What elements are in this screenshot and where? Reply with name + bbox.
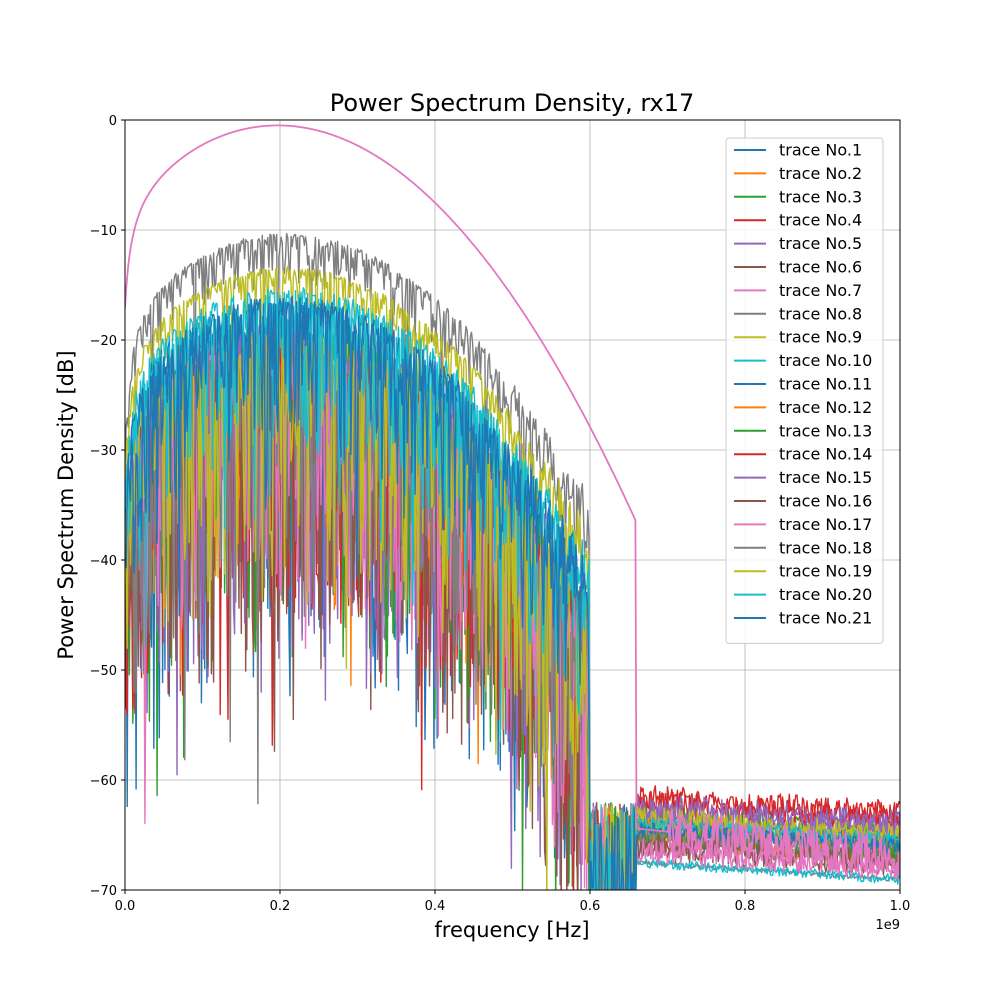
- y-tick-label: −70: [90, 884, 117, 899]
- x-tick-label: 0.8: [735, 899, 756, 914]
- legend-label: trace No.21: [779, 609, 872, 628]
- legend-label: trace No.9: [779, 328, 862, 347]
- legend-label: trace No.20: [779, 585, 872, 604]
- legend-label: trace No.6: [779, 258, 862, 277]
- y-tick-label: −60: [90, 774, 117, 789]
- y-tick-label: 0: [109, 114, 117, 129]
- legend-label: trace No.5: [779, 234, 862, 253]
- x-tick-label: 1.0: [890, 899, 911, 914]
- x-tick-label: 0.6: [580, 899, 601, 914]
- x-axis-label: frequency [Hz]: [434, 918, 589, 942]
- legend-label: trace No.12: [779, 398, 872, 417]
- x-tick-label: 0.2: [270, 899, 291, 914]
- legend-box: [725, 137, 884, 644]
- y-tick-label: −40: [90, 554, 117, 569]
- y-axis-label: Power Spectrum Density [dB]: [54, 350, 78, 659]
- ticks: 0.0 0.2 0.4 0.6 0.8 1.0 0 −10 −20 −30 −40 −50 −60 −70: [90, 114, 911, 914]
- legend-label: trace No.2: [779, 164, 862, 183]
- legend-label: trace No.1: [779, 141, 862, 160]
- y-tick-label: −50: [90, 664, 117, 679]
- x-tick-label: 0.0: [115, 899, 136, 914]
- legend-label: trace No.16: [779, 492, 872, 511]
- legend-label: trace No.7: [779, 281, 862, 300]
- plot-frame: [124, 119, 901, 891]
- legend-label: trace No.3: [779, 187, 862, 206]
- legend-label: trace No.13: [779, 421, 872, 440]
- y-tick-label: −30: [90, 444, 117, 459]
- y-tick-label: −20: [90, 334, 117, 349]
- legend-label: trace No.19: [779, 562, 872, 581]
- legend-label: trace No.11: [779, 375, 872, 394]
- legend-label: trace No.10: [779, 351, 872, 370]
- x-tick-label: 0.4: [425, 899, 446, 914]
- legend-label: trace No.4: [779, 211, 862, 230]
- legend-label: trace No.17: [779, 515, 872, 534]
- y-tick-label: −10: [90, 224, 117, 239]
- x-axis-offset-text: 1e9: [875, 918, 900, 933]
- legend-label: trace No.15: [779, 468, 872, 487]
- legend-label: trace No.14: [779, 445, 872, 464]
- chart-title: Power Spectrum Density, rx17: [330, 89, 695, 117]
- legend-label: trace No.8: [779, 304, 862, 323]
- series-group: [125, 124, 900, 890]
- series-line-7: [125, 124, 900, 880]
- legend-label: trace No.18: [779, 538, 872, 557]
- legend: trace No.1 trace No.2 trace No.3 trace No.4…: [725, 137, 884, 644]
- series-line-8: [125, 232, 900, 890]
